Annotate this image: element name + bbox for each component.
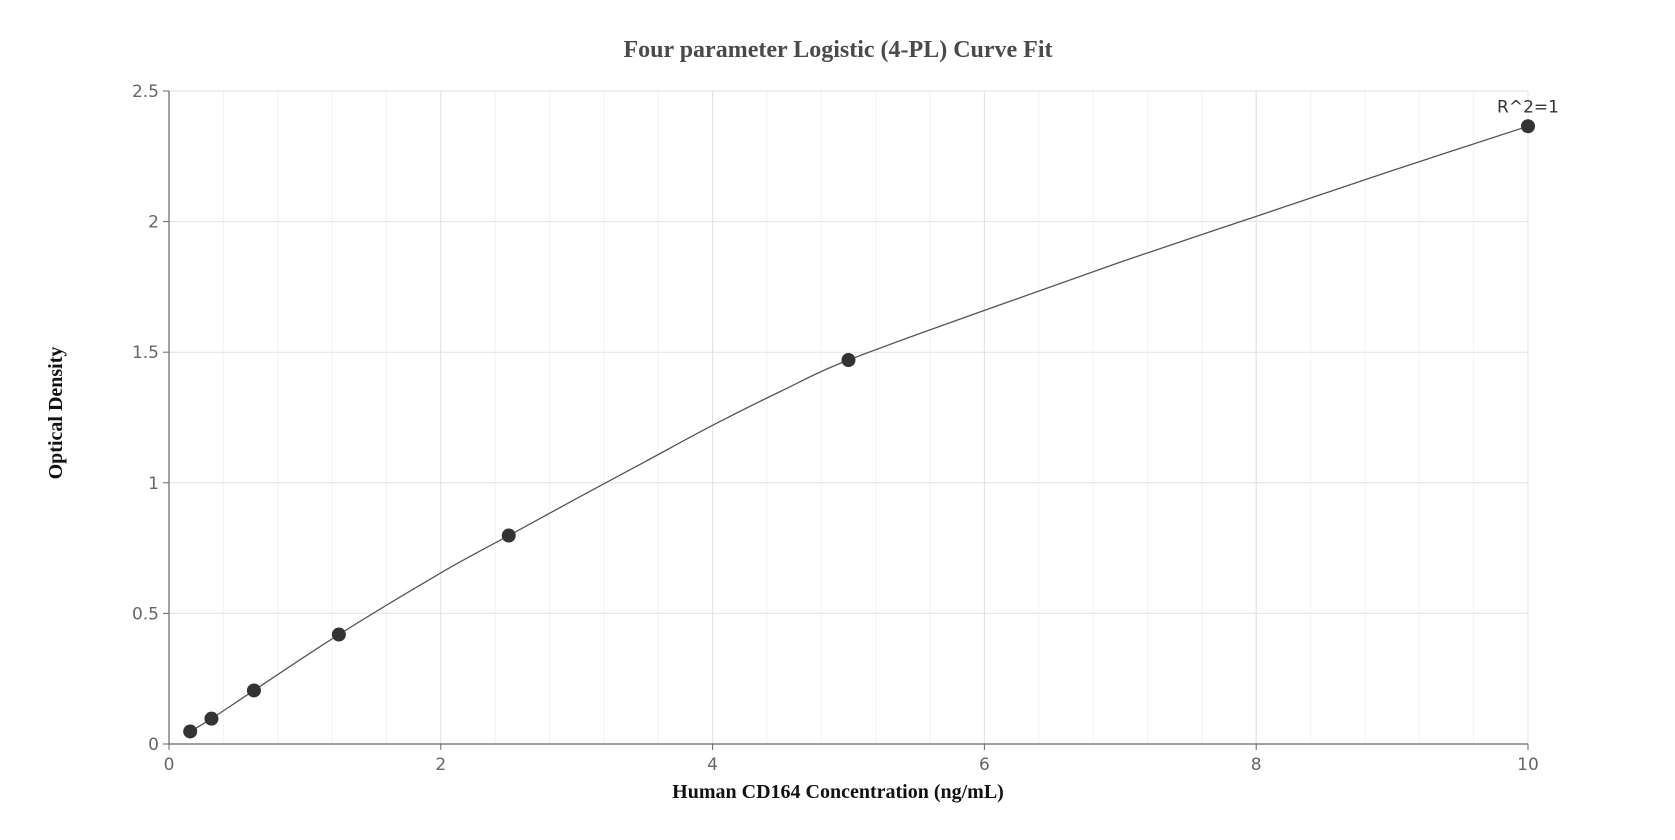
data-point: [1521, 119, 1535, 134]
fit-curve: [189, 125, 1529, 733]
tick-labels: 0 2 4 6 8 10 0 0.5 1 1.5 2 2.5: [132, 82, 1539, 775]
x-tick-label: 8: [1251, 755, 1262, 775]
chart-title: Four parameter Logistic (4-PL) Curve Fit: [623, 37, 1052, 63]
data-point: [204, 711, 219, 726]
y-axis-title: Optical Density: [45, 347, 67, 480]
x-tick-label: 10: [1517, 755, 1539, 775]
data-point: [246, 683, 261, 698]
r-squared-annotation: R^2=1: [1497, 97, 1559, 117]
data-point: [183, 724, 198, 739]
x-axis-title: Human CD164 Concentration (ng/mL): [672, 781, 1004, 803]
fit-curve-group: [189, 125, 1529, 733]
y-tick-label: 1: [148, 474, 159, 494]
y-tick-label: 2.5: [132, 82, 159, 102]
y-tick-label: 0.5: [132, 604, 159, 624]
y-tick-label: 1.5: [132, 343, 159, 363]
data-point: [331, 627, 346, 642]
data-point: [841, 353, 856, 368]
y-tick-label: 2: [148, 213, 159, 233]
x-tick-label: 4: [707, 755, 718, 775]
major-gridlines: [169, 90, 1529, 744]
axes: [163, 90, 1529, 750]
data-point: [501, 528, 516, 543]
data-points: [183, 119, 1535, 739]
x-tick-label: 6: [979, 755, 990, 775]
x-tick-label: 2: [435, 755, 446, 775]
minor-gridlines: [222, 91, 1475, 744]
y-tick-label: 0: [148, 735, 159, 755]
x-tick-label: 0: [164, 755, 175, 775]
